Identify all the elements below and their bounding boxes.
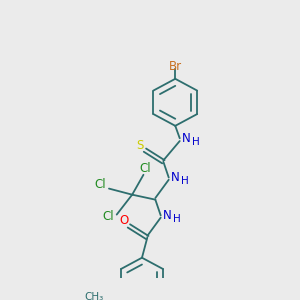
Text: Br: Br <box>169 60 182 73</box>
Text: Cl: Cl <box>95 178 106 191</box>
Text: Cl: Cl <box>139 162 151 175</box>
Text: O: O <box>119 214 128 227</box>
Text: N: N <box>182 132 190 145</box>
Text: N: N <box>171 171 180 184</box>
Text: Cl: Cl <box>103 210 114 223</box>
Text: H: H <box>192 136 200 147</box>
Text: H: H <box>181 176 189 186</box>
Text: N: N <box>163 209 172 222</box>
Text: H: H <box>173 214 181 224</box>
Text: CH₃: CH₃ <box>85 292 104 300</box>
Text: S: S <box>136 139 143 152</box>
